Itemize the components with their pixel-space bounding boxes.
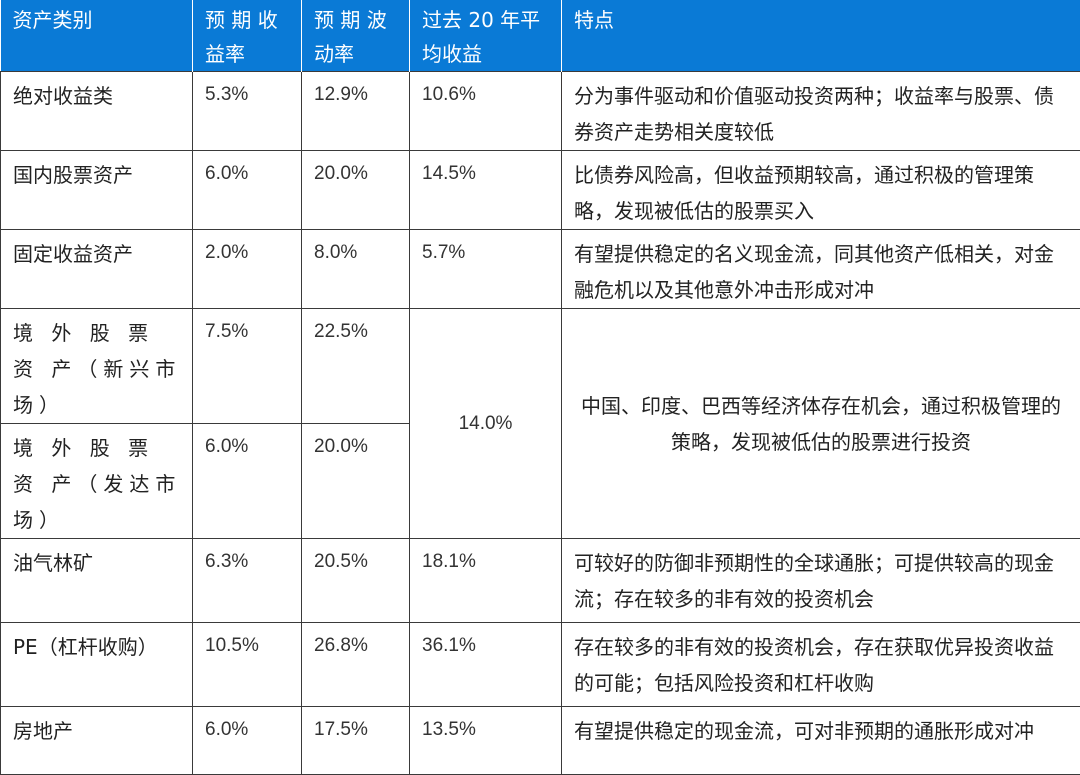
expected-return-cell: 10.5% (193, 623, 302, 707)
expected-volatility-cell: 20.0% (302, 151, 410, 230)
header-20yr-average-return: 过去 20 年平均收益 (410, 0, 562, 72)
asset-class-cell: 境 外 股 票 资 产（发达市场） (1, 424, 193, 539)
table-row: 房地产 6.0% 17.5% 13.5% 有望提供稳定的现金流，可对非预期的通胀… (1, 707, 1080, 775)
asset-class-cell: 油气林矿 (1, 539, 193, 623)
table-row: 国内股票资产 6.0% 20.0% 14.5% 比债券风险高，但收益预期较高，通… (1, 151, 1080, 230)
historical-return-cell: 10.6% (410, 72, 562, 151)
header-expected-return: 预 期 收 益率 (193, 0, 302, 72)
expected-return-cell: 7.5% (193, 309, 302, 424)
table-row: 绝对收益类 5.3% 12.9% 10.6% 分为事件驱动和价值驱动投资两种；收… (1, 72, 1080, 151)
expected-volatility-cell: 20.5% (302, 539, 410, 623)
asset-class-cell: PE（杠杆收购） (1, 623, 193, 707)
characteristics-cell: 分为事件驱动和价值驱动投资两种；收益率与股票、债券资产走势相关度较低 (562, 72, 1080, 151)
table-row: 固定收益资产 2.0% 8.0% 5.7% 有望提供稳定的名义现金流，同其他资产… (1, 230, 1080, 309)
expected-volatility-cell: 17.5% (302, 707, 410, 775)
historical-return-cell: 36.1% (410, 623, 562, 707)
table-row: 境 外 股 票 资 产（新兴市场） 7.5% 22.5% 14.0% 中国、印度… (1, 309, 1080, 424)
expected-return-cell: 6.0% (193, 424, 302, 539)
expected-volatility-cell: 20.0% (302, 424, 410, 539)
expected-volatility-cell: 8.0% (302, 230, 410, 309)
historical-return-cell: 14.5% (410, 151, 562, 230)
historical-return-cell: 13.5% (410, 707, 562, 775)
expected-return-cell: 6.0% (193, 151, 302, 230)
characteristics-cell: 可较好的防御非预期性的全球通胀；可提供较高的现金流；存在较多的非有效的投资机会 (562, 539, 1080, 623)
table-row: PE（杠杆收购） 10.5% 26.8% 36.1% 存在较多的非有效的投资机会… (1, 623, 1080, 707)
expected-return-cell: 5.3% (193, 72, 302, 151)
asset-class-cell: 国内股票资产 (1, 151, 193, 230)
expected-return-cell: 2.0% (193, 230, 302, 309)
header-expected-volatility: 预 期 波 动率 (302, 0, 410, 72)
characteristics-cell: 有望提供稳定的现金流，可对非预期的通胀形成对冲 (562, 707, 1080, 775)
characteristics-cell: 存在较多的非有效的投资机会，存在获取优异投资收益的可能；包括风险投资和杠杆收购 (562, 623, 1080, 707)
historical-return-cell: 18.1% (410, 539, 562, 623)
table-header-row: 资产类别 预 期 收 益率 预 期 波 动率 过去 20 年平均收益 特点 (1, 0, 1080, 72)
asset-class-cell: 房地产 (1, 707, 193, 775)
header-asset-class: 资产类别 (1, 0, 193, 72)
table-row: 油气林矿 6.3% 20.5% 18.1% 可较好的防御非预期性的全球通胀；可提… (1, 539, 1080, 623)
header-characteristics: 特点 (562, 0, 1080, 72)
asset-class-cell: 境 外 股 票 资 产（新兴市场） (1, 309, 193, 424)
expected-volatility-cell: 26.8% (302, 623, 410, 707)
overseas-characteristics-cell: 中国、印度、巴西等经济体存在机会，通过积极管理的策略，发现被低估的股票进行投资 (562, 309, 1080, 539)
characteristics-cell: 有望提供稳定的名义现金流，同其他资产低相关，对金融危机以及其他意外冲击形成对冲 (562, 230, 1080, 309)
overseas-historical-return-cell: 14.0% (410, 309, 562, 539)
expected-volatility-cell: 22.5% (302, 309, 410, 424)
characteristics-cell: 比债券风险高，但收益预期较高，通过积极的管理策略，发现被低估的股票买入 (562, 151, 1080, 230)
expected-return-cell: 6.3% (193, 539, 302, 623)
historical-return-cell: 5.7% (410, 230, 562, 309)
asset-class-cell: 固定收益资产 (1, 230, 193, 309)
expected-volatility-cell: 12.9% (302, 72, 410, 151)
expected-return-cell: 6.0% (193, 707, 302, 775)
asset-class-cell: 绝对收益类 (1, 72, 193, 151)
